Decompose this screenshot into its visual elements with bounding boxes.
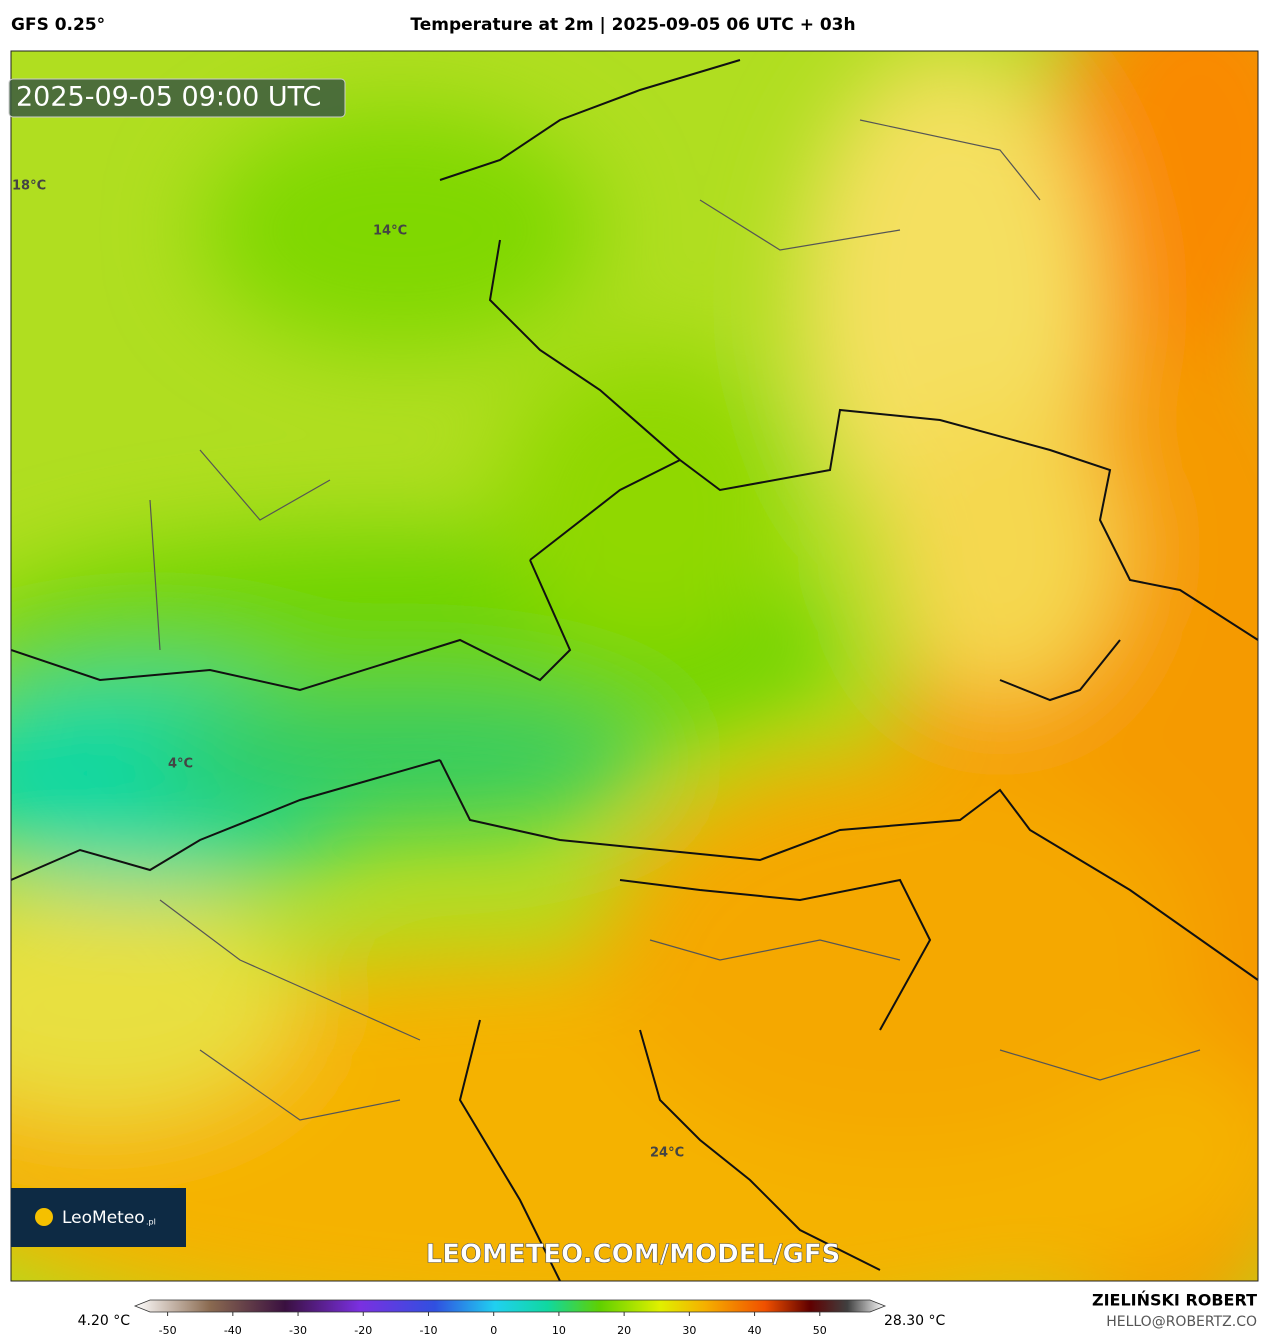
colorbar-tick-label: 20 — [617, 1324, 631, 1337]
colorbar-tick-label: -50 — [159, 1324, 177, 1337]
colorbar-tick-label: 50 — [813, 1324, 827, 1337]
colorbar-tick-label: 40 — [748, 1324, 762, 1337]
colorbar-max-label: 28.30 °C — [884, 1313, 946, 1329]
logo-name: LeoMeteo — [62, 1208, 145, 1228]
timestamp-box — [8, 78, 346, 118]
colorbar-tick-label: -10 — [419, 1324, 437, 1337]
colorbar-tick-label: 10 — [552, 1324, 566, 1337]
logo-suffix: .pl — [146, 1218, 156, 1227]
watermark: LEOMETEO.COM/MODEL/GFS — [426, 1240, 841, 1270]
contour-label: 4°C — [168, 757, 193, 772]
colorbar-min-label: 4.20 °C — [78, 1313, 131, 1329]
contour-label: 18°C — [12, 179, 46, 194]
colorbar-tick-label: 30 — [682, 1324, 696, 1337]
colorbar-tick-label: -30 — [289, 1324, 307, 1337]
map-frame — [10, 50, 1259, 1282]
contour-label: 24°C — [650, 1146, 684, 1161]
logo-sun — [35, 1208, 53, 1226]
author-email: HELLO@ROBERTZ.CO — [1106, 1314, 1257, 1330]
map-title: Temperature at 2m | 2025-09-05 06 UTC + … — [410, 15, 855, 35]
model-name: GFS 0.25° — [11, 15, 105, 35]
colorbar — [133, 1299, 887, 1313]
region-borders — [149, 119, 1201, 1121]
colorbar-tick-label: 0 — [490, 1324, 497, 1337]
author-name: ZIELIŃSKI ROBERT — [1092, 1291, 1257, 1310]
contour-label: 14°C — [373, 224, 407, 239]
colorbar-tick-label: -20 — [354, 1324, 372, 1337]
country-borders — [11, 59, 1258, 1281]
colorbar-tick-label: -40 — [224, 1324, 242, 1337]
timestamp: 2025-09-05 09:00 UTC — [16, 82, 321, 113]
